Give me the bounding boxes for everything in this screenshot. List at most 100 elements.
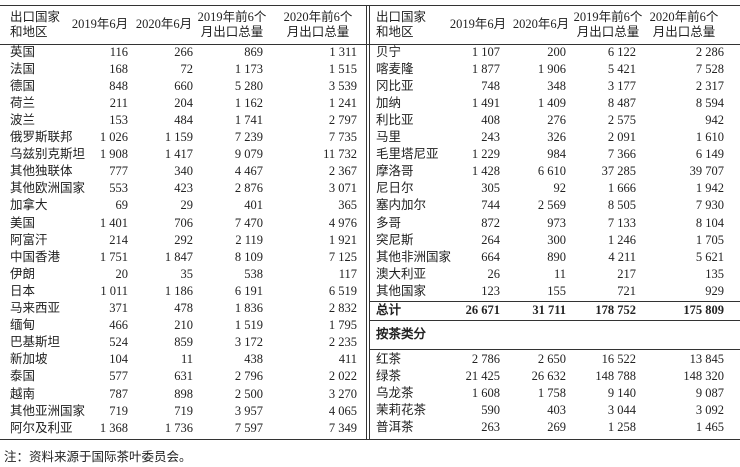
row-value: 7 133	[607, 215, 636, 230]
row-value: 3 270	[328, 386, 357, 401]
row-value: 660	[174, 78, 193, 93]
row-value: 29	[180, 198, 194, 213]
row-value: 6 519	[328, 283, 357, 298]
column-header: 2019年6月	[449, 17, 507, 31]
column-header: 2020年6月	[135, 17, 193, 31]
total-rule	[370, 301, 740, 302]
row-value: 6 149	[695, 147, 724, 162]
row-label: 冈比亚	[376, 78, 414, 93]
row-label: 日本	[10, 283, 36, 298]
row-value: 1 705	[695, 232, 724, 247]
row-value: 984	[547, 147, 566, 162]
row-value: 210	[174, 318, 193, 333]
row-value: 438	[244, 352, 263, 367]
row-value: 553	[109, 181, 128, 196]
row-value: 1 173	[234, 61, 263, 76]
row-label: 缅甸	[10, 318, 36, 333]
row-label: 突尼斯	[376, 232, 414, 247]
row-value: 11	[553, 266, 566, 281]
row-value: 1 107	[471, 44, 500, 59]
row-value: 2 091	[607, 130, 636, 144]
row-label: 马来西亚	[10, 301, 61, 315]
row-value: 2 575	[607, 112, 636, 127]
tea-row-value: 1 608	[471, 386, 500, 401]
row-value: 1 368	[99, 420, 128, 435]
row-value: 3 172	[234, 335, 263, 350]
row-value: 524	[109, 335, 128, 350]
row-value: 1 491	[471, 95, 500, 110]
row-value: 2 367	[328, 164, 357, 179]
row-value: 1 515	[328, 61, 357, 76]
row-label: 伊朗	[10, 266, 36, 281]
section-rule	[370, 349, 740, 350]
row-value: 1 026	[99, 130, 128, 144]
bottom-rule	[0, 439, 740, 440]
row-value: 7 366	[607, 147, 636, 162]
tea-row-value: 269	[547, 420, 566, 435]
row-label: 乌兹别克斯坦	[10, 147, 86, 162]
row-value: 1 162	[234, 95, 263, 110]
row-label: 泰国	[10, 369, 36, 384]
row-value: 942	[705, 112, 724, 127]
row-value: 787	[109, 386, 128, 401]
row-value: 326	[547, 130, 566, 144]
row-value: 577	[109, 369, 128, 384]
column-header: 出口国家 和地区	[376, 10, 427, 39]
row-value: 478	[174, 301, 193, 315]
row-label: 澳大利亚	[376, 266, 427, 281]
row-label: 摩洛哥	[376, 164, 414, 179]
row-value: 719	[174, 403, 193, 418]
row-value: 859	[174, 335, 193, 350]
row-value: 135	[705, 266, 724, 281]
row-value: 1 921	[328, 232, 357, 247]
tea-row-value: 1 465	[695, 420, 724, 435]
row-value: 204	[174, 95, 193, 110]
column-header: 2019年前6个 月出口总量	[197, 10, 267, 39]
row-label: 喀麦隆	[376, 61, 414, 76]
row-value: 664	[481, 249, 500, 264]
row-label: 其他亚洲国家	[10, 403, 86, 418]
row-value: 340	[174, 164, 193, 179]
row-value: 538	[244, 266, 263, 281]
row-value: 153	[109, 112, 128, 127]
row-value: 1 011	[100, 283, 128, 298]
row-value: 214	[109, 232, 128, 247]
total-value: 178 752	[595, 303, 636, 317]
tea-row-label: 乌龙茶	[376, 386, 414, 401]
row-value: 8 104	[695, 215, 724, 230]
tea-row-value: 3 044	[607, 403, 636, 418]
column-header: 2020年前6个 月出口总量	[283, 10, 353, 39]
row-value: 1 847	[164, 249, 193, 264]
row-value: 2 797	[328, 112, 357, 127]
row-value: 3 957	[234, 403, 263, 418]
row-value: 1 942	[695, 181, 724, 196]
row-value: 1 246	[607, 232, 636, 247]
tea-row-value: 263	[481, 420, 500, 435]
row-value: 4 211	[608, 249, 636, 264]
row-value: 123	[481, 283, 500, 298]
row-value: 7 349	[328, 420, 357, 435]
row-value: 9 079	[234, 147, 263, 162]
divider	[366, 5, 367, 440]
total-rule	[370, 320, 740, 321]
row-label: 英国	[10, 44, 36, 59]
row-value: 39 707	[689, 164, 724, 179]
tea-row-value: 16 522	[601, 352, 636, 366]
column-header: 2020年6月	[512, 17, 570, 31]
row-value: 1 908	[99, 147, 128, 162]
tea-row-value: 26 632	[531, 369, 566, 384]
row-value: 69	[115, 198, 129, 213]
row-value: 748	[481, 78, 500, 93]
row-value: 929	[705, 283, 724, 298]
row-value: 6 191	[234, 283, 263, 298]
row-value: 200	[547, 44, 566, 59]
row-value: 8 505	[607, 198, 636, 213]
total-label: 总计	[376, 303, 402, 317]
tea-row-value: 9 087	[695, 386, 724, 401]
tea-row-label: 茉莉花茶	[376, 403, 427, 418]
row-value: 848	[109, 78, 128, 93]
row-value: 116	[109, 44, 128, 59]
tea-row-label: 绿茶	[376, 369, 402, 384]
row-value: 6 610	[537, 164, 566, 179]
row-value: 890	[547, 249, 566, 264]
